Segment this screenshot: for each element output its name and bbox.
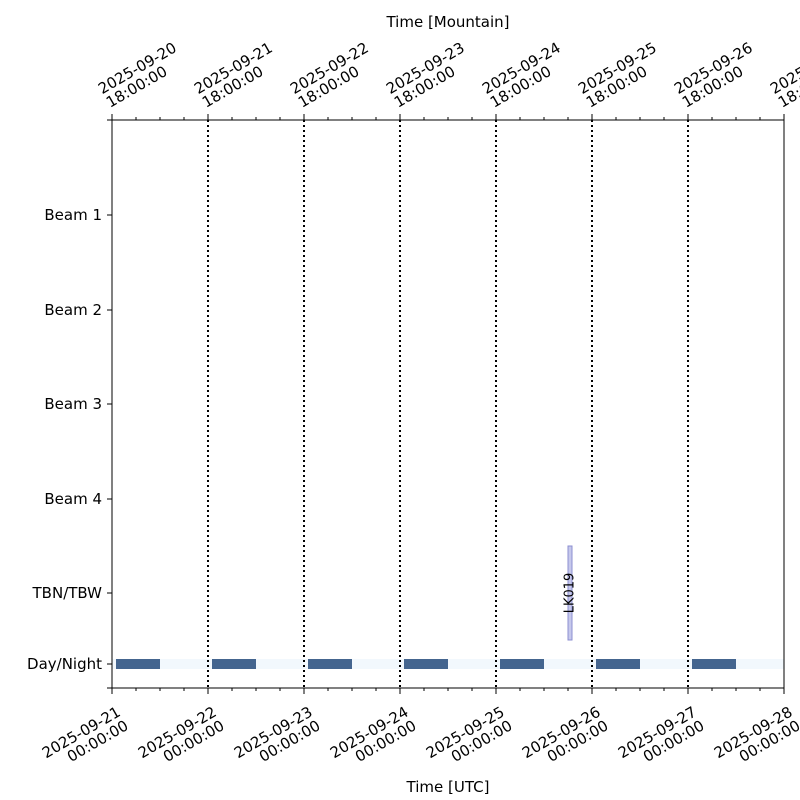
top-tick-label: 2025-09-2618:00:00	[671, 39, 763, 112]
top-tick-label: 2025-09-2318:00:00	[383, 39, 475, 112]
event-label: LK019	[563, 573, 578, 614]
plot-frame	[111, 119, 785, 689]
plot-area: LK019 Beam 1 Beam 2 Beam 3 Beam 4 TBN/TBW Day/…	[27, 39, 800, 776]
row-label: Beam 4	[44, 490, 102, 508]
night-band	[308, 659, 352, 669]
bottom-tick-label: 2025-09-2500:00:00	[423, 703, 515, 776]
top-axis-title: Time [Mountain]	[385, 13, 509, 31]
night-band	[116, 659, 160, 669]
bottom-tick-label: 2025-09-2100:00:00	[39, 703, 131, 776]
bottom-axis-title: Time [UTC]	[406, 778, 490, 796]
top-tick-label: 2025-09-2718:00:00	[767, 39, 800, 112]
top-tick-label: 2025-09-2218:00:00	[287, 39, 379, 112]
night-band	[404, 659, 448, 669]
night-band	[596, 659, 640, 669]
bottom-tick-label: 2025-09-2400:00:00	[327, 703, 419, 776]
top-tick-label: 2025-09-2518:00:00	[575, 39, 667, 112]
night-band	[500, 659, 544, 669]
row-label: Beam 1	[44, 206, 102, 224]
night-band	[212, 659, 256, 669]
row-label: Beam 2	[44, 301, 102, 319]
top-tick-label: 2025-09-2418:00:00	[479, 39, 571, 112]
row-label: TBN/TBW	[32, 584, 103, 602]
bottom-tick-label: 2025-09-2800:00:00	[711, 703, 800, 776]
bottom-tick-label: 2025-09-2600:00:00	[519, 703, 611, 776]
night-band	[692, 659, 736, 669]
row-label: Beam 3	[44, 395, 102, 413]
event-bar	[567, 545, 573, 641]
top-tick-label: 2025-09-2118:00:00	[191, 39, 283, 112]
bottom-tick-label: 2025-09-2700:00:00	[615, 703, 707, 776]
bottom-tick-label: 2025-09-2200:00:00	[135, 703, 227, 776]
top-tick-label: 2025-09-2018:00:00	[95, 39, 187, 112]
row-label: Day/Night	[27, 655, 102, 673]
bottom-tick-label: 2025-09-2300:00:00	[231, 703, 323, 776]
